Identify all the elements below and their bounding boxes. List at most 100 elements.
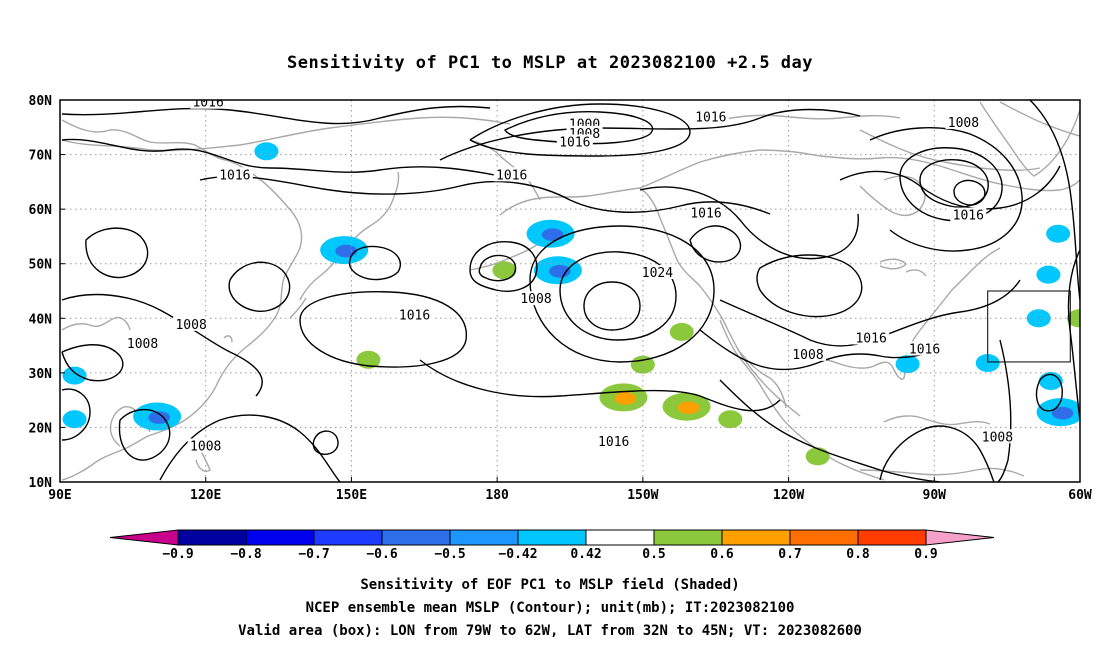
contour-label: 1008	[520, 292, 551, 307]
coastline-layer	[61, 101, 1080, 481]
longitude-tick-labels: 90E 120E 150E 180 150W 120W 90W 60W	[48, 488, 1092, 503]
contour-label: 1016	[855, 331, 886, 346]
sensitivity-patch-core	[614, 392, 637, 405]
contour-label-bg	[853, 330, 890, 345]
colorbar-tick-label: −0.7	[298, 547, 329, 562]
sensitivity-patch-core	[1051, 406, 1074, 420]
contour-label: 1008	[190, 440, 221, 455]
colorbar-tick-label: 0.5	[642, 547, 665, 562]
lon-tick-label: 90W	[923, 488, 947, 503]
lat-tick-label: 20N	[29, 421, 53, 436]
colorbar-tick-label: −0.5	[434, 547, 465, 562]
footer-line-2: NCEP ensemble mean MSLP (Contour); unit(…	[306, 600, 795, 616]
mslp-contours	[61, 100, 1080, 482]
lon-tick-label: 120E	[190, 488, 221, 503]
sensitivity-patch	[718, 410, 743, 429]
sensitivity-patch-core	[549, 264, 571, 278]
sensitivity-patch	[669, 322, 694, 341]
colorbar-box	[517, 529, 587, 546]
colorbar-tick-label: −0.9	[162, 547, 193, 562]
contour-label: 1016	[192, 96, 223, 111]
sensitivity-patch	[62, 366, 87, 385]
contour-label-bg	[906, 341, 943, 356]
lat-tick-label: 80N	[29, 94, 53, 109]
footer-line-3: Valid area (box): LON from 79W to 62W, L…	[238, 623, 862, 639]
colorbar-low-triangle	[109, 529, 179, 546]
map-frame	[59, 99, 1081, 483]
sensitivity-patch	[975, 354, 1000, 373]
sensitivity-patch	[356, 350, 381, 369]
sensitivity-patch	[895, 355, 920, 374]
sensitivity-patch-core	[148, 411, 170, 424]
colorbar-box	[857, 529, 927, 546]
colorbar-box	[381, 529, 451, 546]
contour-label-bg	[950, 207, 987, 222]
sensitivity-patch	[630, 355, 655, 374]
sensitivity-patch-core	[677, 401, 700, 414]
contour-label-bg	[518, 291, 554, 306]
lon-tick-label: 60W	[1068, 488, 1092, 503]
contour-label-bg	[790, 346, 826, 361]
colorbar-box	[177, 529, 247, 546]
lon-tick-label: 90E	[48, 488, 71, 503]
lon-tick-label: 150W	[627, 488, 658, 503]
colorbar-tick-label: −0.42	[498, 547, 537, 562]
lon-tick-label: 150E	[336, 488, 367, 503]
colorbar-box	[245, 529, 315, 546]
contour-label: 1008	[127, 337, 158, 352]
sensitivity-patch-core	[541, 228, 564, 241]
contour-label: 1016	[695, 110, 726, 125]
lon-tick-label: 180	[485, 488, 509, 503]
contour-label: 1016	[909, 342, 940, 357]
colorbar-box	[313, 529, 383, 546]
colorbar-box	[789, 529, 859, 546]
lon-tick-label: 120W	[773, 488, 804, 503]
colorbar-tick-label: 0.7	[778, 547, 801, 562]
contour-label-bg	[493, 167, 530, 182]
colorbar-high-triangle	[925, 529, 995, 546]
sensitivity-patch-core	[335, 244, 357, 258]
contour-label-bg	[979, 429, 1016, 444]
contour-label-bg	[556, 134, 593, 149]
contour-label-bg	[396, 307, 433, 322]
colorbar-tick-label: 0.42	[570, 547, 601, 562]
sensitivity-patch	[62, 410, 87, 429]
contour-label: 1016	[559, 136, 590, 151]
contour-label-bg	[187, 438, 224, 453]
colorbar-box	[721, 529, 791, 546]
colorbar-box	[585, 529, 655, 546]
footer-line-1: Sensitivity of EOF PC1 to MSLP field (Sh…	[360, 577, 739, 593]
axis-tick-marks	[59, 99, 1081, 483]
contour-label: 1016	[953, 209, 984, 224]
contour-label-bg	[688, 205, 724, 220]
colorbar-tick-label: 0.9	[914, 547, 937, 562]
contour-label: 1024	[642, 266, 673, 281]
contour-label: 1008	[792, 348, 823, 363]
colorbar-tick-label: −0.6	[366, 547, 397, 562]
contour-label: 1016	[690, 207, 721, 222]
colorbar-tick-label: −0.8	[230, 547, 261, 562]
lat-tick-label: 10N	[29, 476, 53, 491]
valid-area-box	[987, 290, 1071, 363]
contour-label: 1008	[175, 318, 206, 333]
contour-label: 1016	[399, 309, 430, 324]
lat-tick-label: 70N	[29, 149, 53, 164]
contour-label-bg	[639, 264, 676, 279]
contour-label-bg	[595, 434, 632, 449]
colorbar-tick-label: 0.6	[710, 547, 734, 562]
lat-tick-label: 40N	[29, 312, 53, 327]
sensitivity-patch	[1046, 224, 1071, 243]
colorbar-box	[449, 529, 519, 546]
contour-label: 1016	[496, 168, 527, 183]
lat-tick-label: 30N	[29, 367, 53, 382]
lat-tick-label: 50N	[29, 258, 53, 273]
contour-label-bg	[216, 167, 253, 182]
figure-title: Sensitivity of PC1 to MSLP at 2023082100…	[287, 53, 813, 73]
sensitivity-patch	[805, 447, 830, 466]
sensitivity-patch	[254, 142, 279, 161]
colorbar: −0.9 −0.8 −0.7 −0.6 −0.5 −0.42 0.42 0.5 0.6 0.7 0.…	[109, 529, 995, 562]
contour-label-bg	[190, 100, 227, 109]
contour-label-bg	[945, 114, 982, 129]
